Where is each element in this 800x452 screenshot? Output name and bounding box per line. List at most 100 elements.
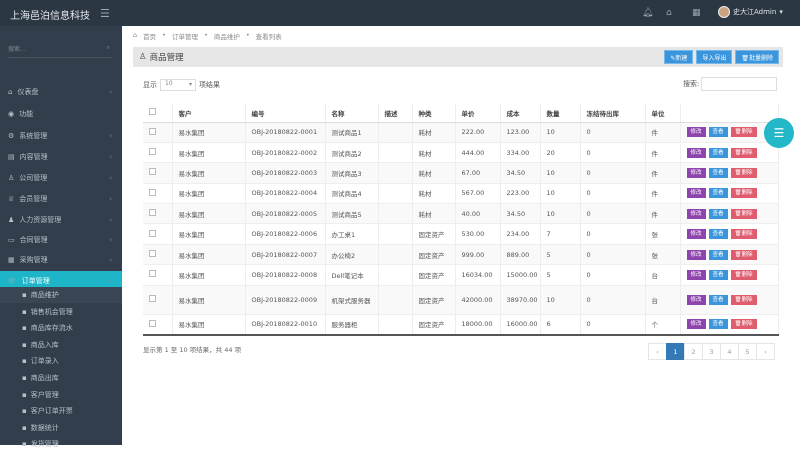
column-header[interactable]: 数量 [540,104,581,123]
sidebar-subitem[interactable]: ▪ 客户管理 [0,387,122,403]
sidebar-item[interactable]: 🛒 订单管理 ‹ [0,271,122,291]
import-export-button[interactable]: 导入导出 [696,50,733,64]
breadcrumb-item[interactable]: 订单管理 [171,33,198,41]
row-checkbox[interactable] [149,127,156,135]
sidebar-item-label: 仪表盘 [17,88,39,96]
sidebar-subitem[interactable]: ▪ 数据统计 [0,420,122,436]
row-checkbox[interactable] [149,270,156,278]
sidebar-item[interactable]: ▭ 合同管理 ‹ [0,230,122,250]
page-button[interactable]: 4 [720,343,739,360]
sidebar-item[interactable]: ▤ 内容管理 ‹ [0,147,122,167]
chevron-left-icon: ‹ [109,236,112,244]
sidebar-subitem[interactable]: ▪ 商品维护 [0,287,122,303]
sidebar-item[interactable]: ♟ 人力资源管理 ‹ [0,210,122,230]
delete-button[interactable]: 🗑︎删除 [730,167,757,178]
sidebar-item[interactable]: ⚙ 系统管理 ‹ [0,126,122,146]
sidebar-subitem[interactable]: ▪ 商品库存流水 [0,320,122,336]
edit-button[interactable]: 修改 [686,249,706,260]
home-icon[interactable]: ⌂ [666,8,672,18]
view-button[interactable]: 查看 [708,208,728,219]
column-header[interactable]: 客户 [172,104,246,123]
delete-button[interactable]: 🗑︎删除 [730,229,757,240]
view-button[interactable]: 查看 [708,127,728,138]
page-button[interactable]: 5 [738,343,757,360]
sidebar-subitem[interactable]: ▪ 商品出库 [0,370,122,386]
edit-button[interactable]: 修改 [686,319,706,330]
row-checkbox[interactable] [149,148,156,156]
calendar-icon[interactable]: ▦ [692,8,701,18]
view-button[interactable]: 查看 [708,167,728,178]
menu-toggle-icon[interactable]: ☰ [100,7,110,20]
page-button[interactable]: 2 [684,343,703,360]
sidebar-subitem[interactable]: ▪ 客户订单开票 [0,403,122,419]
select-all-header[interactable] [143,104,173,123]
row-checkbox[interactable] [149,319,156,327]
delete-button[interactable]: 🗑︎删除 [730,188,757,199]
table-search-input[interactable] [701,77,778,91]
view-button[interactable]: 查看 [708,147,728,158]
row-checkbox[interactable] [149,250,156,258]
sidebar-item[interactable]: ▦ 采购管理 ‹ [0,250,122,270]
view-button[interactable]: 查看 [708,319,728,330]
checkbox[interactable] [149,108,156,116]
column-header[interactable]: 名称 [325,104,379,123]
edit-button[interactable]: 修改 [686,294,706,305]
sidebar-item[interactable]: ◉ 功能 [0,104,122,124]
page-size-select[interactable]: 10 [160,79,196,91]
row-checkbox[interactable] [149,209,156,217]
new-button[interactable]: ✎新建 [664,50,694,64]
delete-button[interactable]: 🗑︎删除 [730,208,757,219]
sidebar-subitem-label: 订单录入 [30,357,59,366]
view-button[interactable]: 查看 [708,249,728,260]
column-header[interactable]: 种类 [412,104,456,123]
sidebar-item-label: 内容管理 [19,153,48,161]
edit-button[interactable]: 修改 [686,208,706,219]
row-checkbox[interactable] [149,229,156,237]
search-icon[interactable]: ⌕ [106,44,110,51]
sidebar-subitem[interactable]: ▪ 发货管理 [0,436,122,452]
row-checkbox[interactable] [149,188,156,196]
breadcrumb-item[interactable]: 首页 [143,33,157,41]
delete-button[interactable]: 🗑︎删除 [730,147,757,158]
floating-menu-button[interactable]: ☰ [764,118,794,148]
row-checkbox[interactable] [149,295,156,303]
breadcrumb-item[interactable]: 商品维护 [213,33,240,41]
view-button[interactable]: 查看 [708,294,728,305]
delete-button[interactable]: 🗑︎删除 [730,294,757,305]
delete-button[interactable]: 🗑︎删除 [730,127,757,138]
sidebar-item[interactable]: ♕ 会员管理 ‹ [0,189,122,209]
delete-button[interactable]: 🗑︎删除 [730,249,757,260]
delete-button[interactable]: 🗑︎删除 [730,319,757,330]
view-button[interactable]: 查看 [708,229,728,240]
sidebar-subitem[interactable]: ▪ 商品入库 [0,337,122,353]
cell-9: 张 [645,243,681,265]
column-header[interactable]: 编号 [245,104,326,123]
sidebar-item[interactable]: ♙ 公司管理 ‹ [0,168,122,188]
page-button[interactable]: 1 [666,343,685,360]
edit-button[interactable]: 修改 [686,269,706,280]
page-button[interactable]: ‹ [648,343,667,360]
column-header[interactable]: 描述 [378,104,413,123]
page-button[interactable]: › [756,343,775,360]
sidebar-item[interactable]: ⌂ 仪表盘 ‹ [0,82,122,102]
column-header[interactable]: 单位 [645,104,681,123]
batch-delete-button[interactable]: 🗑批量删除 [735,50,779,64]
column-header[interactable]: 单价 [455,104,501,123]
sidebar-subitem[interactable]: ▪ 订单录入 [0,353,122,369]
column-header[interactable]: 冻结待出库 [580,104,646,123]
sidebar-subitem[interactable]: ▪ 销售机会管理 [0,304,122,320]
edit-button[interactable]: 修改 [686,188,706,199]
delete-button[interactable]: 🗑︎删除 [730,269,757,280]
user-menu[interactable]: 史大江Admin ▾ [718,6,783,18]
column-header[interactable]: 成本 [500,104,541,123]
bell-icon[interactable]: 🔔︎ [642,8,654,18]
edit-button[interactable]: 修改 [686,127,706,138]
edit-button[interactable]: 修改 [686,147,706,158]
row-checkbox[interactable] [149,168,156,176]
sidebar-search-input[interactable]: 搜索... ⌕ [8,44,112,58]
page-button[interactable]: 3 [702,343,721,360]
view-button[interactable]: 查看 [708,269,728,280]
edit-button[interactable]: 修改 [686,167,706,178]
view-button[interactable]: 查看 [708,188,728,199]
edit-button[interactable]: 修改 [686,229,706,240]
